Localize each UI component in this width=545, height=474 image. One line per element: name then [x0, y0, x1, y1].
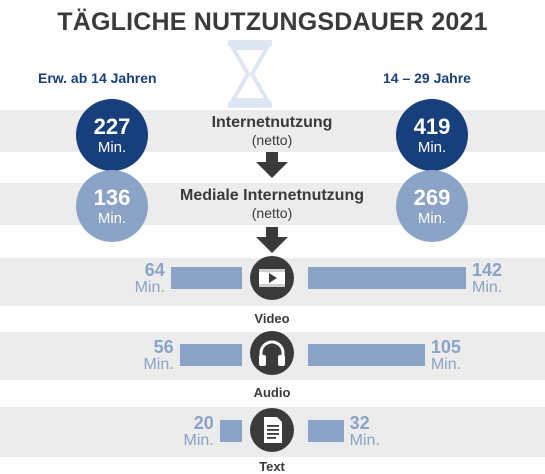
- value-unit: Min.: [143, 356, 174, 373]
- value-number: 32: [349, 413, 370, 433]
- medial-left-unit: Min.: [97, 209, 127, 227]
- bar-text-right: [308, 420, 344, 442]
- group-label-right: 14 – 29 Jahre: [383, 70, 471, 86]
- internet-left-circle: 227 Min.: [76, 99, 148, 171]
- headphones-icon: [250, 331, 294, 375]
- bar-video-left: [170, 267, 242, 289]
- bar-audio-right: [308, 344, 425, 366]
- value-unit: Min.: [430, 356, 462, 373]
- internet-right-unit: Min.: [417, 138, 447, 156]
- medial-label-sub: (netto): [251, 205, 293, 222]
- bar-text-left: [219, 420, 242, 442]
- value-unit: Min.: [134, 279, 165, 296]
- category-label-text: Text: [259, 459, 285, 474]
- medial-left-circle: 136 Min.: [76, 170, 148, 242]
- value-video-left: 64 Min.: [135, 261, 165, 296]
- down-arrow-icon: [256, 152, 288, 178]
- medial-right-value: 269: [413, 184, 451, 210]
- bar-audio-left: [179, 344, 242, 366]
- internet-left-unit: Min.: [97, 138, 127, 156]
- value-number: 142: [472, 260, 503, 280]
- medial-right-unit: Min.: [417, 209, 447, 227]
- value-unit: Min.: [349, 432, 380, 449]
- value-audio-left: 56 Min.: [143, 338, 173, 373]
- video-icon: [250, 256, 294, 300]
- value-text-right: 32 Min.: [350, 414, 380, 449]
- value-number: 105: [430, 337, 461, 357]
- value-video-right: 142 Min.: [472, 261, 502, 296]
- value-unit: Min.: [183, 432, 214, 449]
- value-number: 56: [153, 337, 174, 357]
- internet-left-value: 227: [93, 113, 131, 139]
- bar-video-right: [308, 267, 466, 289]
- medial-label: Mediale Internetnutzung (netto): [152, 187, 392, 221]
- page-title: TÄGLICHE NUTZUNGSDAUER 2021: [57, 8, 488, 36]
- category-label-audio: Audio: [253, 385, 291, 400]
- category-label-video: Video: [254, 311, 290, 326]
- value-number: 64: [144, 260, 165, 280]
- internet-label-sub: (netto): [251, 132, 293, 149]
- group-label-left: Erw. ab 14 Jahren: [38, 70, 157, 86]
- internet-right-circle: 419 Min.: [396, 99, 468, 171]
- down-arrow-icon: [256, 227, 288, 253]
- value-text-left: 20 Min.: [184, 414, 214, 449]
- hourglass-watermark: [228, 40, 272, 108]
- medial-label-main: Mediale Internetnutzung: [180, 187, 364, 204]
- internet-right-value: 419: [413, 113, 451, 139]
- medial-left-value: 136: [93, 184, 131, 210]
- document-icon: [250, 408, 294, 452]
- value-number: 20: [193, 413, 214, 433]
- internet-label-main: Internetnutzung: [211, 114, 333, 131]
- internet-label: Internetnutzung (netto): [162, 114, 382, 148]
- value-unit: Min.: [472, 279, 503, 296]
- value-audio-right: 105 Min.: [431, 338, 461, 373]
- medial-right-circle: 269 Min.: [396, 170, 468, 242]
